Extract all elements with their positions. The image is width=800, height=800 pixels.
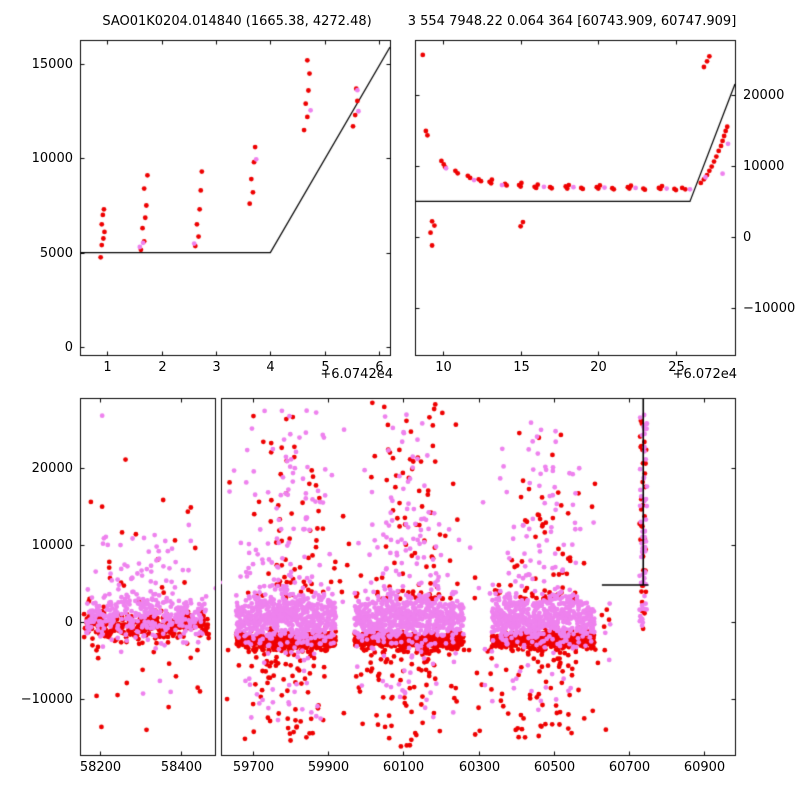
y-tick-label: −10000 bbox=[20, 691, 73, 707]
x-tick-label: 60300 bbox=[458, 760, 501, 775]
x-tick-label: 59900 bbox=[307, 760, 350, 775]
y-tick-label: 5000 bbox=[39, 245, 73, 261]
x-tick-label: 6 bbox=[375, 360, 384, 375]
y-tick-label: −10000 bbox=[743, 300, 796, 316]
x-tick-label: 10 bbox=[435, 360, 452, 375]
y-tick-label: 10000 bbox=[31, 537, 73, 553]
x-tick-label: 25 bbox=[668, 360, 685, 375]
top-right-plot-title: 3 554 7948.22 0.064 364 [60743.909, 6074… bbox=[407, 14, 737, 29]
y-tick-label: 0 bbox=[64, 339, 73, 355]
y-tick-label: 10000 bbox=[743, 158, 785, 174]
y-tick-label: 10000 bbox=[31, 150, 73, 166]
y-tick-label: 0 bbox=[64, 614, 73, 630]
x-tick-label: 1 bbox=[103, 360, 112, 375]
x-tick-label: 58200 bbox=[79, 760, 122, 775]
x-tick-label: 5 bbox=[321, 360, 330, 375]
y-tick-label: 20000 bbox=[743, 87, 785, 103]
y-tick-label: 0 bbox=[743, 229, 752, 245]
x-tick-label: 2 bbox=[158, 360, 167, 375]
x-tick-label: 60500 bbox=[533, 760, 576, 775]
x-tick-label: 4 bbox=[266, 360, 275, 375]
x-axis-offset-label-left: +6.0742e4 bbox=[320, 367, 393, 382]
x-tick-label: 59700 bbox=[232, 760, 275, 775]
x-tick-label: 60900 bbox=[683, 760, 726, 775]
y-tick-label: 20000 bbox=[31, 460, 73, 476]
top-left-plot-title: SAO01K0204.014840 (1665.38, 4272.48) bbox=[102, 14, 372, 29]
x-tick-label: 15 bbox=[513, 360, 530, 375]
y-tick-label: 15000 bbox=[31, 56, 73, 72]
x-tick-label: 60700 bbox=[608, 760, 651, 775]
x-tick-label: 3 bbox=[212, 360, 221, 375]
x-tick-label: 20 bbox=[590, 360, 607, 375]
x-axis-offset-label-right: +6.072e4 bbox=[672, 367, 737, 382]
x-tick-label: 60100 bbox=[382, 760, 425, 775]
x-tick-label: 58400 bbox=[160, 760, 203, 775]
